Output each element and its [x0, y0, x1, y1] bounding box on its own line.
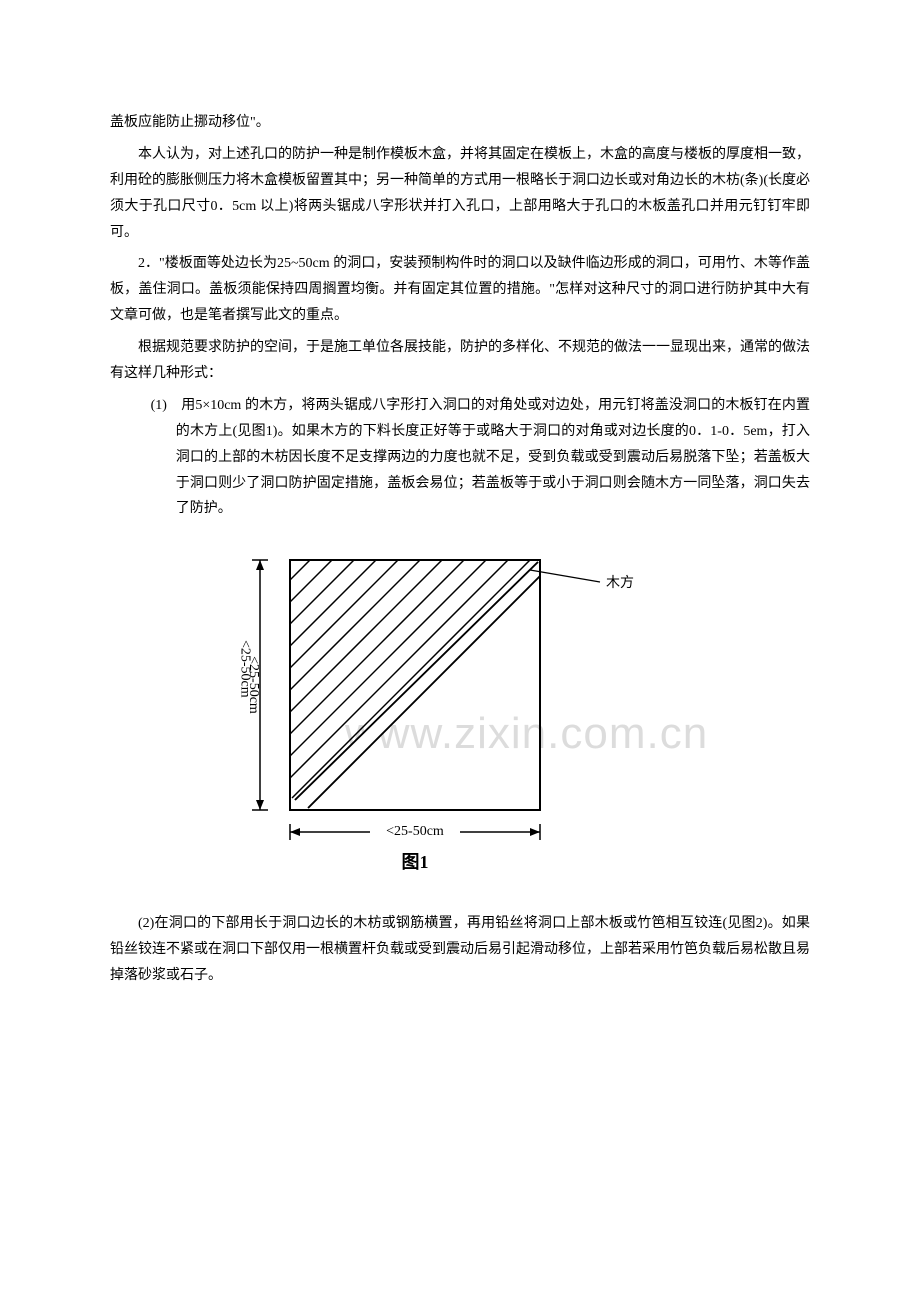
paragraph-4: (2)在洞口的下部用长于洞口边长的木枋或钢筋横置，再用铅丝将洞口上部木板或竹笆相… [110, 911, 810, 989]
dimension-x-label: <25-50cm [386, 824, 444, 839]
figure-1: www.zixin.com.cn <25-50cm <25-50cm [110, 540, 810, 885]
paragraph-3: 根据规范要求防护的空间，于是施工单位各展技能，防护的多样化、不规范的做法一一显现… [110, 335, 810, 387]
figure-label: 图1 [402, 852, 429, 872]
paragraph-2: 2．"楼板面等处边长为25~50cm 的洞口，安装预制构件时的洞口以及缺件临边形… [110, 251, 810, 329]
dimension-y-text: <25-50cm [238, 640, 253, 698]
figure-1-svg: www.zixin.com.cn <25-50cm <25-50cm [200, 540, 720, 880]
list-item-1: (1) 用5×10cm 的木方，将两头锯成八字形打入洞口的对角处或对边处，用元钉… [131, 393, 810, 522]
paragraph-1: 本人认为，对上述孔口的防护一种是制作模板木盒，并将其固定在模板上，木盒的高度与楼… [110, 142, 810, 246]
document-page: 盖板应能防止挪动移位"。 本人认为，对上述孔口的防护一种是制作模板木盒，并将其固… [0, 0, 920, 1055]
annotation-label: 木方 [606, 575, 634, 591]
paragraph-0: 盖板应能防止挪动移位"。 [110, 110, 810, 136]
